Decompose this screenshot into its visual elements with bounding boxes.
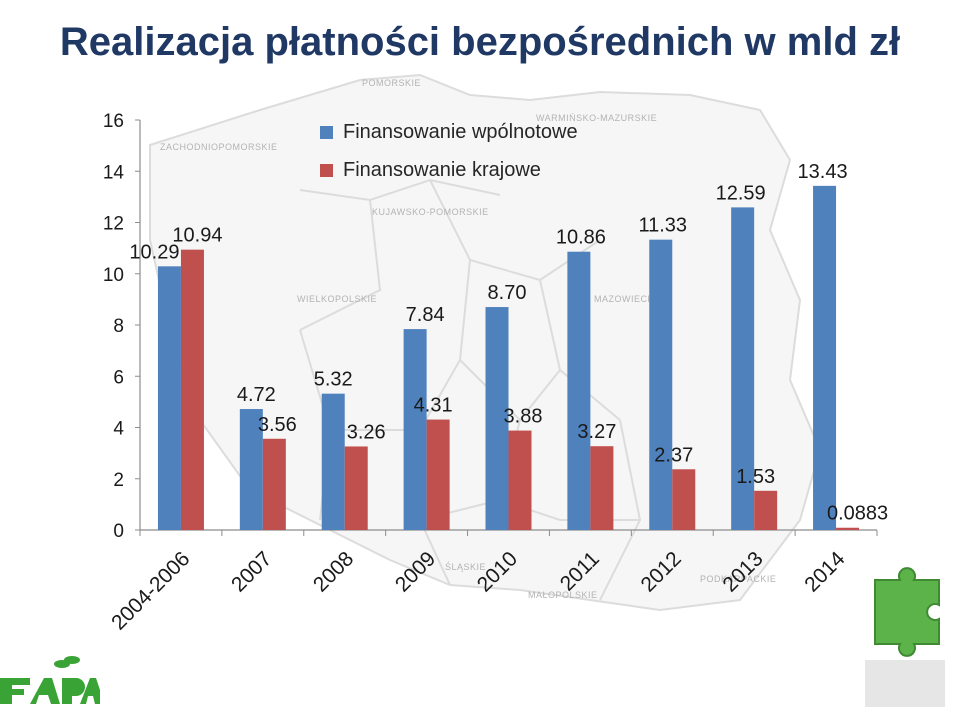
map-region-label: WARMIŃSKO-MAZURSKIE	[536, 113, 657, 123]
bar-finansowanie-krajowe	[672, 469, 696, 530]
map-region-label: MAZOWIECKIE	[594, 294, 664, 304]
map-region-label: KUJAWSKO-POMORSKIE	[372, 207, 489, 217]
legend-label: Finansowanie krajowe	[343, 159, 541, 181]
y-tick-label: 2	[113, 470, 124, 491]
data-label: 5.32	[314, 369, 353, 391]
x-tick-label: 2010	[473, 547, 522, 596]
map-region-label: PODKARPACKIE	[700, 574, 776, 584]
y-tick-label: 10	[103, 265, 124, 286]
map-region-label: ŚLĄSKIE	[445, 561, 486, 572]
data-label: 2.37	[654, 444, 693, 466]
legend-swatch	[320, 126, 333, 139]
legend-label: Finansowanie wpólnotowe	[343, 121, 578, 143]
fapa-logo	[0, 656, 100, 704]
data-label: 10.94	[172, 225, 222, 247]
x-tick-label: 2012	[637, 547, 686, 596]
data-label: 0.0883	[827, 503, 888, 525]
y-tick-label: 14	[103, 162, 125, 183]
data-label: 12.59	[716, 182, 766, 204]
x-tick-label: 2009	[391, 547, 440, 596]
y-tick-label: 6	[113, 367, 124, 388]
legend-swatch	[320, 164, 333, 177]
bar-finansowanie-krajowe	[836, 527, 860, 530]
data-label: 3.27	[577, 421, 616, 443]
data-label: 10.29	[129, 241, 179, 263]
x-tick-label: 2008	[309, 547, 358, 596]
y-tick-label: 4	[113, 419, 124, 440]
bar-finansowanie-wspolnotowe	[731, 207, 755, 530]
bar-finansowanie-wspolnotowe	[157, 266, 181, 530]
y-tick-label: 12	[103, 214, 124, 235]
bar-finansowanie-krajowe	[754, 490, 778, 530]
data-label: 3.88	[504, 406, 543, 428]
bar-finansowanie-krajowe	[508, 430, 532, 530]
data-label: 13.43	[798, 161, 848, 183]
bar-finansowanie-krajowe	[180, 249, 204, 530]
data-label: 4.31	[414, 395, 453, 417]
y-tick-label: 16	[103, 111, 124, 132]
bar-finansowanie-krajowe	[590, 446, 614, 530]
data-label: 1.53	[736, 466, 775, 488]
bar-finansowanie-wspolnotowe	[813, 185, 837, 530]
bar-finansowanie-wspolnotowe	[485, 307, 509, 530]
data-label: 10.86	[556, 227, 606, 249]
x-tick-label: 2004-2006	[107, 547, 194, 634]
bar-finansowanie-wspolnotowe	[239, 409, 263, 530]
y-tick-label: 0	[113, 521, 124, 542]
x-tick-label: 2011	[556, 547, 604, 595]
bar-finansowanie-krajowe	[344, 446, 368, 530]
y-tick-label: 8	[113, 316, 124, 337]
bar-finansowanie-krajowe	[262, 438, 286, 530]
map-region-label: WIELKOPOLSKIE	[297, 294, 377, 304]
bar-finansowanie-wspolnotowe	[321, 393, 345, 530]
bar-finansowanie-wspolnotowe	[649, 239, 673, 530]
data-label: 4.72	[237, 384, 276, 406]
page-title: Realizacja płatności bezpośrednich w mld…	[59, 20, 901, 64]
map-region-label: MAŁOPOLSKIE	[528, 590, 598, 600]
bar-finansowanie-wspolnotowe	[403, 329, 427, 530]
data-label: 3.26	[347, 421, 386, 443]
x-tick-label: 2013	[718, 547, 767, 596]
data-label: 3.56	[258, 414, 297, 436]
data-label: 8.70	[488, 282, 527, 304]
map-region-label: POMORSKIE	[362, 78, 421, 88]
puzzle-decoration	[865, 567, 945, 707]
x-tick-label: 2014	[800, 547, 850, 597]
bar-finansowanie-krajowe	[426, 419, 450, 530]
x-tick-label: 2007	[227, 547, 276, 596]
data-label: 11.33	[638, 215, 687, 237]
bar-finansowanie-wspolnotowe	[567, 251, 591, 530]
map-region-label: ZACHODNIOPOMORSKIE	[160, 142, 278, 152]
data-label: 7.84	[406, 304, 445, 326]
